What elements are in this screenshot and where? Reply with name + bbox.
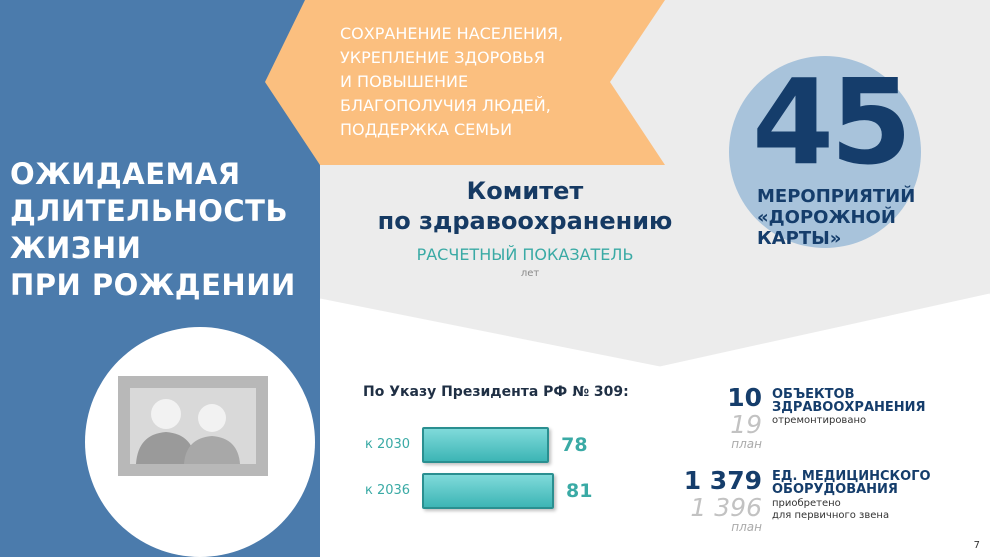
stat-title-line: ОБОРУДОВАНИЯ xyxy=(772,482,898,497)
stat-plan: 1 396 xyxy=(690,493,762,522)
person-head xyxy=(151,399,181,429)
stat-title-line: ЗДРАВООХРАНЕНИЯ xyxy=(772,400,926,415)
committee: Комитет по здравоохранению xyxy=(330,176,720,236)
stat-plan-label: план xyxy=(731,520,762,534)
stat-note: отремонтировано xyxy=(772,415,866,427)
stat-note-line: для первичного звена xyxy=(772,510,890,521)
roadmap-number: 45 xyxy=(752,53,912,191)
target-value: 81 xyxy=(566,480,593,502)
indicator: РАСЧЕТНЫЙ ПОКАЗАТЕЛЬ xyxy=(416,245,634,264)
title-line: ПРИ РОЖДЕНИИ xyxy=(10,268,296,302)
person-body xyxy=(136,432,196,464)
banner-line: ПОДДЕРЖКА СЕМЬИ xyxy=(340,120,513,139)
banner-line: И ПОВЫШЕНИЕ xyxy=(340,72,469,91)
stat-title-line: ОБЪЕКТОВ xyxy=(772,387,855,402)
unit: лет xyxy=(520,268,540,279)
stat-note-line: отремонтировано xyxy=(772,415,867,426)
stat-title: ЕД. МЕДИЦИНСКОГО ОБОРУДОВАНИЯ xyxy=(772,470,931,496)
stat-fact: 10 xyxy=(727,383,762,412)
banner-shape xyxy=(265,0,665,165)
banner-line: СОХРАНЕНИЕ НАСЕЛЕНИЯ, xyxy=(340,24,564,43)
committee-line: Комитет xyxy=(466,177,584,205)
target-label: к 2036 xyxy=(365,483,411,498)
roadmap-line: «ДОРОЖНОЙ xyxy=(757,207,896,228)
banner: СОХРАНЕНИЕ НАСЕЛЕНИЯ, УКРЕПЛЕНИЕ ЗДОРОВЬ… xyxy=(340,22,563,142)
number-circle xyxy=(729,56,921,248)
stat-plan-label: план xyxy=(731,437,762,451)
page-number: 7 xyxy=(973,540,980,551)
stat-title: ОБЪЕКТОВ ЗДРАВООХРАНЕНИЯ xyxy=(772,388,926,414)
stat-note: приобретено для первичного звена xyxy=(772,498,889,522)
roadmap-caption: МЕРОПРИЯТИЙ «ДОРОЖНОЙ КАРТЫ» xyxy=(757,186,915,249)
divider xyxy=(319,293,990,370)
person-head xyxy=(198,404,226,432)
person-body xyxy=(184,436,240,464)
title-line: ДЛИТЕЛЬНОСТЬ xyxy=(10,194,289,228)
roadmap-line: КАРТЫ» xyxy=(757,228,842,249)
title-line: ЖИЗНИ xyxy=(10,231,142,265)
banner-line: УКРЕПЛЕНИЕ ЗДОРОВЬЯ xyxy=(340,48,545,67)
stat-plan: 19 xyxy=(730,410,762,439)
roadmap-line: МЕРОПРИЯТИЙ xyxy=(757,186,916,207)
title-line: ОЖИДАЕМАЯ xyxy=(10,157,241,191)
stat-title-line: ЕД. МЕДИЦИНСКОГО xyxy=(772,469,931,484)
stat-fact: 1 379 xyxy=(683,466,762,495)
stat-note-line: приобретено xyxy=(772,498,841,509)
banner-line: БЛАГОПОЛУЧИЯ ЛЮДЕЙ, xyxy=(340,96,551,115)
left-title: ОЖИДАЕМАЯ ДЛИТЕЛЬНОСТЬ ЖИЗНИ ПРИ РОЖДЕНИ… xyxy=(10,156,296,304)
target-value: 78 xyxy=(561,434,588,456)
committee-line: по здравоохранению xyxy=(377,207,673,235)
target-label: к 2030 xyxy=(365,437,411,452)
target-bar xyxy=(422,427,550,463)
targets-title: По Указу Президента РФ № 309: xyxy=(363,384,629,400)
target-bar xyxy=(422,473,554,509)
